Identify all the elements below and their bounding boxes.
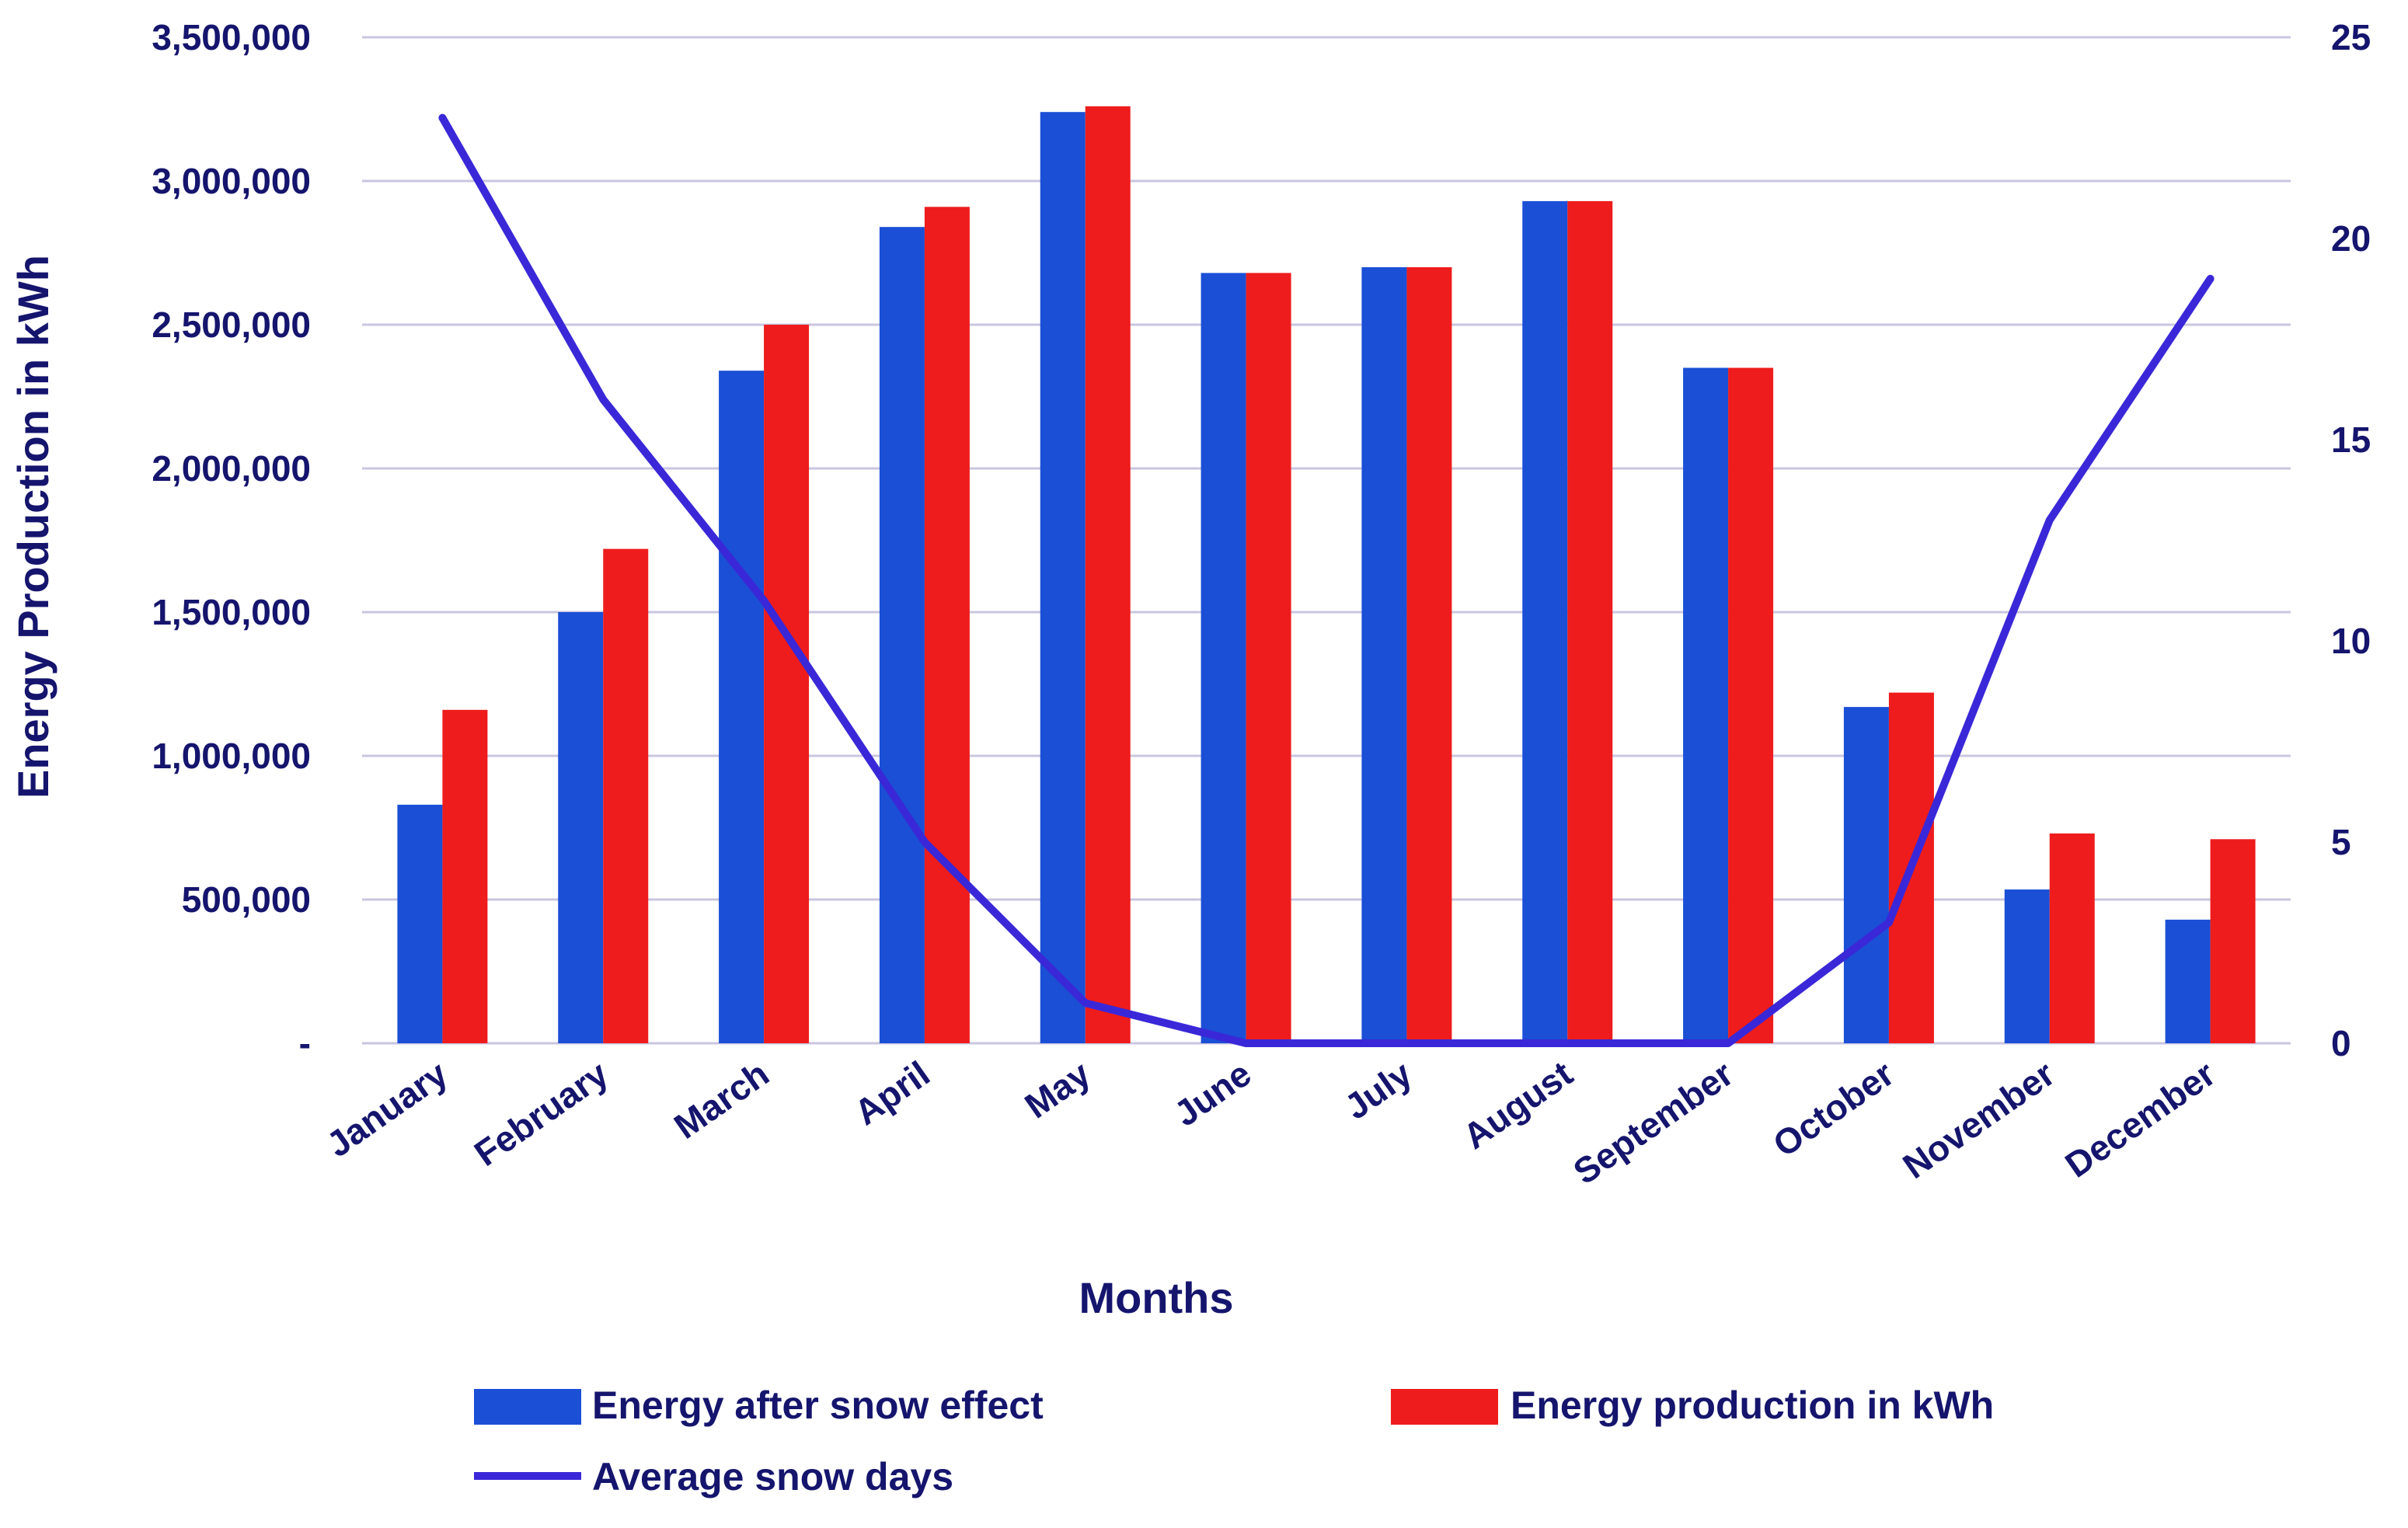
x-axis: January February March April May June July Augu… (319, 1053, 2223, 1192)
left-y-axis: - 500,000 1,000,000 1,500,000 2,000,000 2,500… (152, 17, 311, 1063)
right-y-axis: 0 5 10 15 20 25 (2331, 17, 2371, 1063)
legend: Energy after snow effect Energy producti… (474, 1384, 1994, 1498)
bar-energy-production (1567, 200, 1613, 1043)
bar-energy-production (924, 207, 970, 1043)
y2-tick-label: 15 (2331, 419, 2371, 460)
x-tick-label: May (1017, 1053, 1097, 1126)
bar-energy-after-snow (1040, 112, 1086, 1044)
legend-label-energy-production: Energy production in kWh (1511, 1384, 1994, 1427)
y-tick-label: 3,000,000 (152, 161, 311, 201)
bar-energy-after-snow (1201, 273, 1246, 1043)
x-axis-title: Months (1079, 1273, 1233, 1322)
bar-energy-production (1246, 273, 1291, 1043)
x-tick-label: September (1566, 1053, 1741, 1192)
x-tick-label: November (1895, 1053, 2061, 1187)
bar-energy-after-snow (1683, 367, 1729, 1043)
x-tick-label: August (1455, 1053, 1580, 1157)
y-tick-label: - (299, 1023, 311, 1063)
x-tick-label: July (1337, 1053, 1420, 1127)
bar-energy-after-snow (1843, 707, 1889, 1043)
legend-swatch-energy-after-snow (474, 1389, 581, 1425)
y-tick-label: 1,000,000 (152, 736, 311, 776)
bar-energy-after-snow (1361, 267, 1407, 1043)
bars (397, 106, 2256, 1044)
x-tick-label: February (467, 1053, 615, 1174)
bar-energy-production (442, 709, 488, 1043)
bar-energy-production (1728, 367, 1774, 1043)
y-tick-label: 2,500,000 (152, 305, 311, 345)
bar-energy-production (2049, 833, 2095, 1043)
bar-energy-after-snow (2165, 919, 2211, 1043)
y2-tick-label: 0 (2331, 1023, 2351, 1063)
x-tick-label: June (1167, 1053, 1259, 1134)
y-axis-title: Energy Production in kWh (9, 255, 57, 799)
gridlines (362, 36, 2291, 1045)
bar-energy-after-snow (2004, 889, 2050, 1043)
y-tick-label: 3,500,000 (152, 17, 311, 57)
bar-energy-after-snow (1522, 200, 1568, 1043)
x-tick-label: March (667, 1053, 776, 1147)
y-tick-label: 1,500,000 (152, 592, 311, 632)
bar-energy-after-snow (397, 804, 443, 1043)
y-tick-label: 500,000 (182, 879, 311, 920)
bar-energy-production (603, 548, 649, 1043)
line-average-snow-days (438, 113, 2215, 1047)
y2-tick-label: 20 (2331, 218, 2371, 259)
y2-tick-label: 5 (2331, 822, 2351, 862)
bar-energy-production (2210, 839, 2256, 1043)
x-tick-label: December (2058, 1053, 2222, 1185)
x-tick-label: October (1765, 1053, 1901, 1165)
y-tick-label: 2,000,000 (152, 448, 311, 489)
bar-energy-production (1085, 106, 1131, 1043)
legend-swatch-energy-production (1391, 1389, 1498, 1425)
bar-energy-after-snow (879, 227, 925, 1044)
x-tick-label: January (319, 1053, 455, 1164)
bar-energy-after-snow (719, 371, 765, 1043)
bar-energy-after-snow (558, 612, 604, 1043)
snow-days-line-layer (438, 113, 2215, 1047)
x-tick-label: April (847, 1053, 937, 1133)
legend-label-energy-after-snow: Energy after snow effect (592, 1384, 1044, 1427)
y2-tick-label: 25 (2331, 17, 2371, 57)
bar-energy-production (764, 325, 810, 1043)
bar-energy-production (1406, 267, 1452, 1043)
legend-label-snow-days: Average snow days (592, 1455, 953, 1498)
y2-tick-label: 10 (2331, 621, 2371, 661)
